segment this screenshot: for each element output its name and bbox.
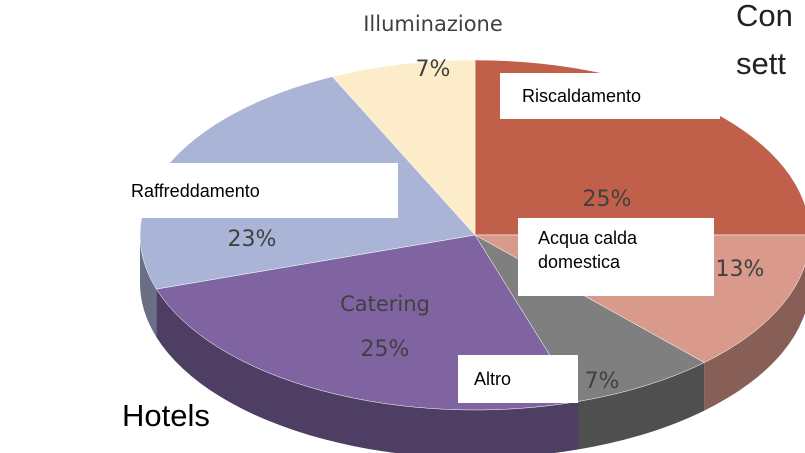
pie-sides bbox=[140, 235, 805, 453]
slice-side bbox=[156, 289, 579, 453]
category-label: Raffreddamento bbox=[115, 163, 398, 218]
category-label: Acqua calda domestica bbox=[518, 218, 714, 296]
category-label: Catering bbox=[340, 292, 430, 316]
category-label: Riscaldamento bbox=[500, 73, 720, 119]
subtitle: Hotels bbox=[122, 398, 210, 433]
title-line: sett bbox=[736, 46, 786, 81]
category-label: Altro bbox=[458, 355, 578, 403]
slice-side bbox=[140, 235, 157, 338]
category-label: Illuminazione bbox=[363, 12, 503, 36]
value-label: 13% bbox=[716, 257, 765, 282]
value-label: 7% bbox=[416, 57, 451, 82]
value-label: 25% bbox=[583, 187, 632, 212]
labels: 25% 13% 7% 25% Catering 23% 7% Illuminazione bbox=[228, 12, 765, 394]
slice bbox=[331, 59, 476, 236]
value-label: 25% bbox=[361, 337, 410, 362]
value-label: 23% bbox=[228, 227, 277, 252]
slice-side bbox=[704, 264, 805, 411]
title-line: Con bbox=[736, 0, 793, 33]
value-label: 7% bbox=[585, 369, 620, 394]
slice-side bbox=[578, 362, 705, 450]
